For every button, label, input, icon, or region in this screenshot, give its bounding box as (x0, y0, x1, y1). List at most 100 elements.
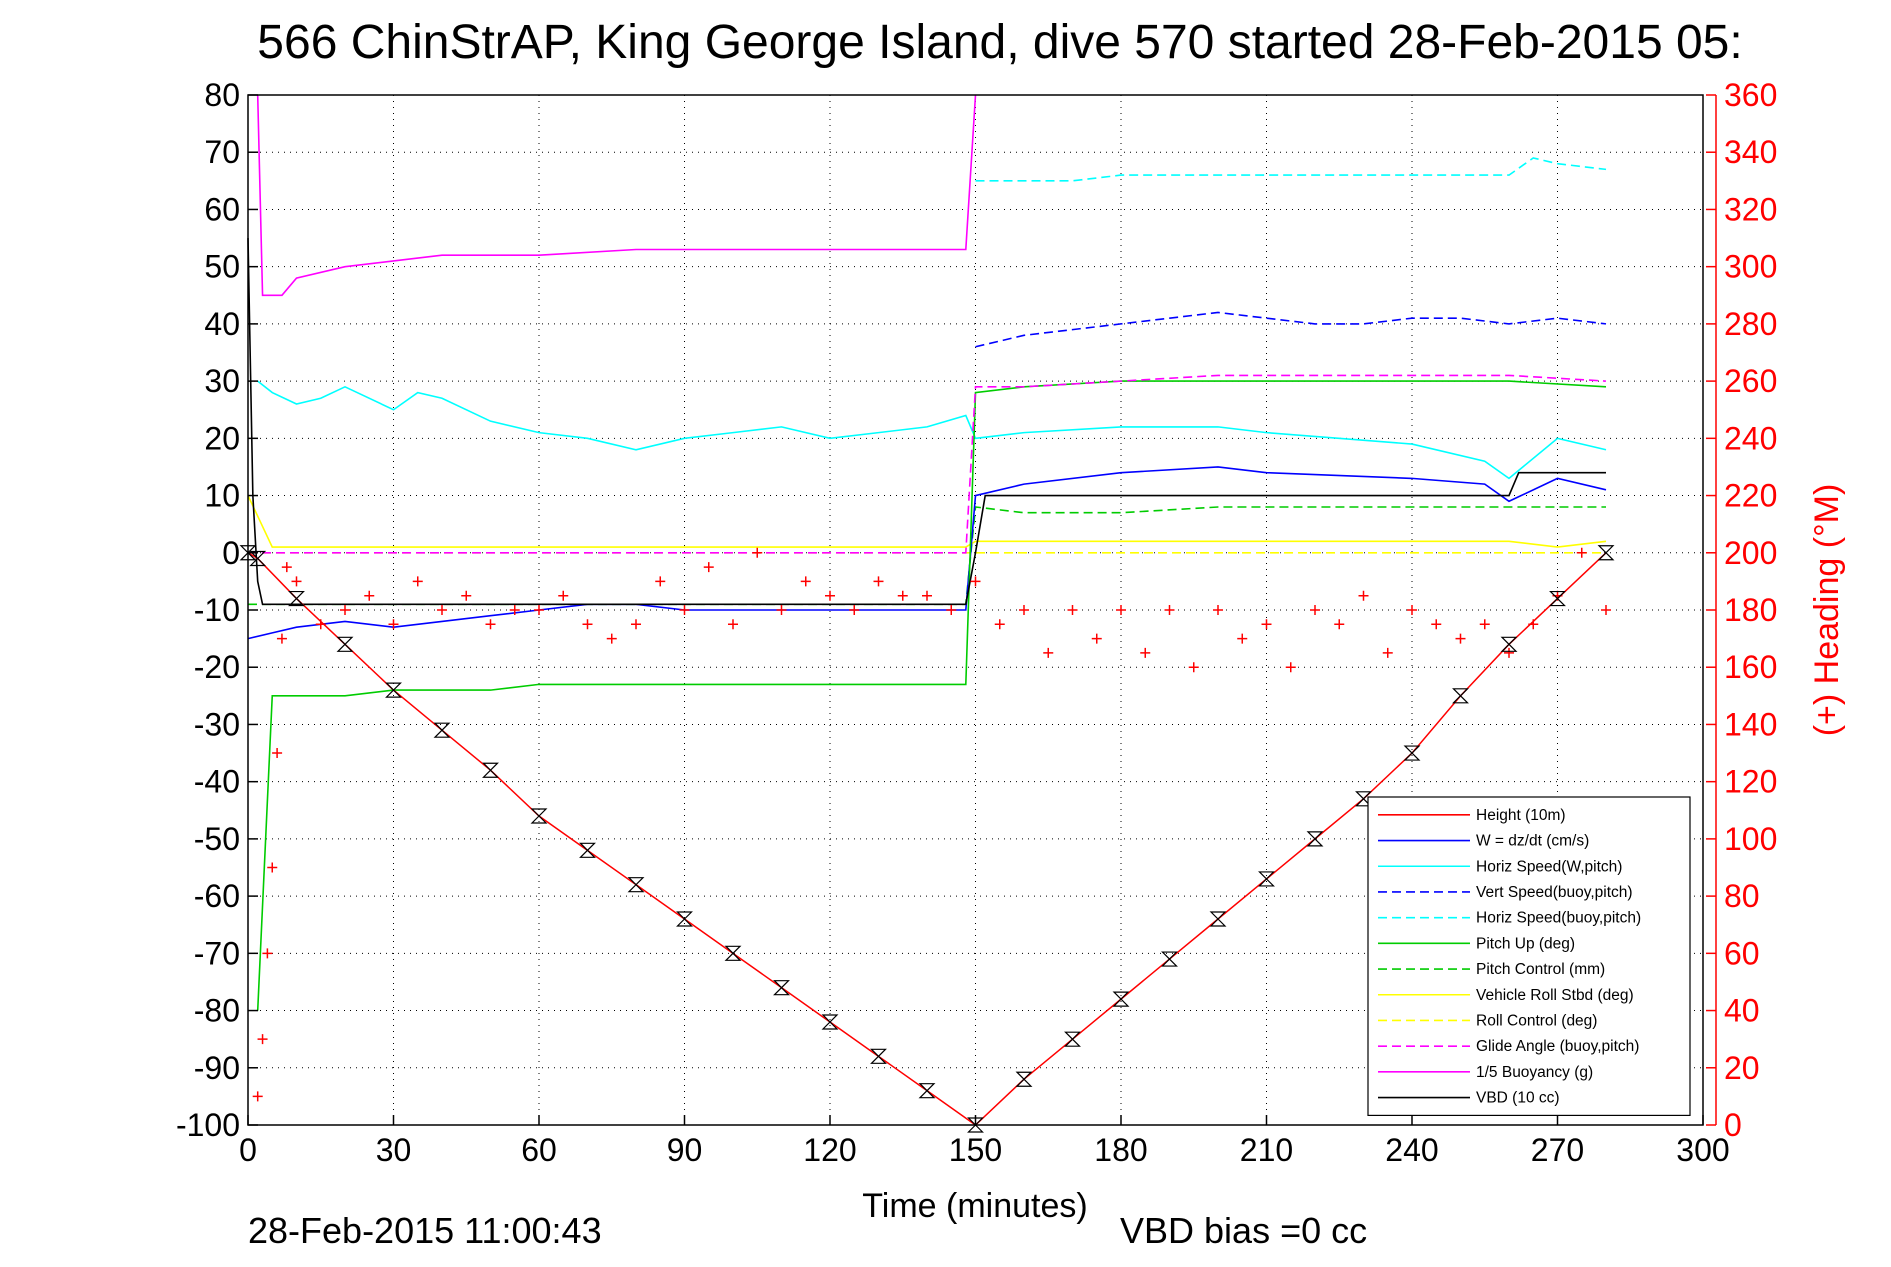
heading-point (461, 590, 472, 601)
height-marker (1161, 951, 1178, 967)
x-tick-label: 150 (949, 1132, 1002, 1168)
heading-point (340, 605, 350, 615)
heading-markers (252, 547, 1611, 1102)
heading-point (1091, 633, 1102, 644)
x-tick-label: 180 (1094, 1132, 1147, 1168)
y2-tick-label: 240 (1724, 420, 1777, 456)
heading-point (1067, 605, 1078, 615)
heading-point (946, 605, 957, 615)
heading-point (703, 562, 714, 573)
height-marker (1064, 1031, 1081, 1047)
series-line-11 (256, 94, 977, 297)
height-marker (1452, 688, 1469, 704)
height-marker (676, 911, 693, 927)
height-marker (1258, 871, 1275, 887)
y2-tick-label: 300 (1724, 249, 1777, 285)
height-marker (918, 1083, 936, 1099)
heading-point (1310, 605, 1320, 615)
legend-label: VBD (10 cc) (1476, 1090, 1560, 1107)
height-marker (1355, 791, 1372, 807)
heading-point (631, 619, 641, 630)
chart-title: 566 ChinStrAP, King George Island, dive … (257, 16, 1742, 69)
height-marker (1306, 831, 1324, 847)
x-tick-label: 90 (667, 1132, 703, 1168)
x-tick-label: 300 (1676, 1132, 1729, 1168)
series-line-3 (257, 380, 1607, 480)
legend: Height (10m) W = dz/dt (cm/s) Horiz Speed(… (1367, 796, 1691, 1116)
legend-label: Height (10m) (1476, 807, 1566, 824)
heading-point (267, 862, 278, 873)
y-tick-label: 50 (204, 249, 240, 285)
heading-point (1455, 633, 1466, 644)
series-line-5 (975, 157, 1607, 182)
height-marker (1015, 1071, 1033, 1087)
y-tick-label: 70 (204, 134, 240, 170)
heading-point (485, 619, 496, 630)
heading-point (606, 633, 617, 644)
heading-point (728, 619, 738, 630)
heading-point (272, 748, 283, 759)
height-marker (1112, 991, 1130, 1007)
heading-point (1043, 647, 1054, 658)
x-tick-label: 60 (521, 1132, 557, 1168)
height-marker (579, 842, 596, 858)
height-marker (1597, 545, 1615, 561)
y-tick-label: 60 (204, 191, 240, 227)
x-tick-label: 210 (1240, 1132, 1293, 1168)
y2-tick-label: 100 (1724, 821, 1777, 857)
x-tick-label: 240 (1385, 1132, 1438, 1168)
y-tick-label: 10 (204, 478, 240, 514)
height-marker (288, 590, 305, 607)
y2-tick-label: 280 (1724, 306, 1777, 342)
heading-point (1576, 547, 1587, 558)
legend-label: Horiz Speed(buoy,pitch) (1476, 910, 1641, 927)
x-tick-label: 270 (1531, 1132, 1584, 1168)
heading-point (1140, 647, 1151, 658)
y2-tick-label: 220 (1724, 478, 1777, 514)
y-tick-label: 20 (204, 420, 240, 456)
y-tick-label: -80 (194, 993, 240, 1029)
y2-tick-label: 260 (1724, 363, 1777, 399)
heading-point (655, 576, 666, 587)
height-markers (239, 545, 1615, 1133)
heading-point (1116, 605, 1126, 615)
heading-point (437, 605, 447, 615)
height-marker (870, 1048, 887, 1064)
y-tick-label: -90 (194, 1050, 240, 1086)
heading-point (1261, 619, 1272, 630)
x-tick-label: 0 (239, 1132, 257, 1168)
height-marker (482, 762, 499, 778)
heading-point (1019, 605, 1029, 615)
legend-label: Horiz Speed(W,pitch) (1476, 858, 1622, 875)
series-line-10 (248, 374, 1607, 554)
heading-point (364, 590, 375, 601)
height-marker (433, 722, 451, 738)
height-marker (239, 545, 257, 561)
heading-point (970, 576, 981, 587)
heading-point (825, 590, 835, 601)
y2-tick-label: 340 (1724, 134, 1777, 170)
heading-point (1285, 662, 1296, 673)
y-axis-left: 80 70 60 50 40 30 20 10 0 -10 -20 -30 -40 -50 -60 -70 -8… (176, 77, 258, 1143)
height-marker (336, 636, 354, 652)
height-marker (1209, 911, 1227, 927)
height-marker (1500, 636, 1518, 652)
heading-point (776, 605, 787, 615)
legend-label: 1/5 Buoyancy (g) (1476, 1064, 1593, 1081)
height-marker (1549, 590, 1566, 607)
series-line-8 (247, 495, 1607, 548)
legend-label: Roll Control (deg) (1476, 1012, 1597, 1029)
heading-point (534, 605, 544, 615)
heading-point (679, 605, 690, 615)
heading-point (262, 948, 273, 959)
heading-point (1334, 619, 1345, 630)
y-tick-label: -30 (194, 706, 240, 742)
x-tick-label: 120 (803, 1132, 856, 1168)
heading-point (800, 576, 811, 587)
y-tick-label: -40 (194, 764, 240, 800)
heading-point (752, 547, 763, 558)
series-line-7 (248, 506, 1606, 606)
legend-label: Vert Speed(buoy,pitch) (1476, 884, 1633, 901)
heading-point (582, 619, 593, 630)
footer-timestamp: 28-Feb-2015 11:00:43 (248, 1210, 602, 1251)
